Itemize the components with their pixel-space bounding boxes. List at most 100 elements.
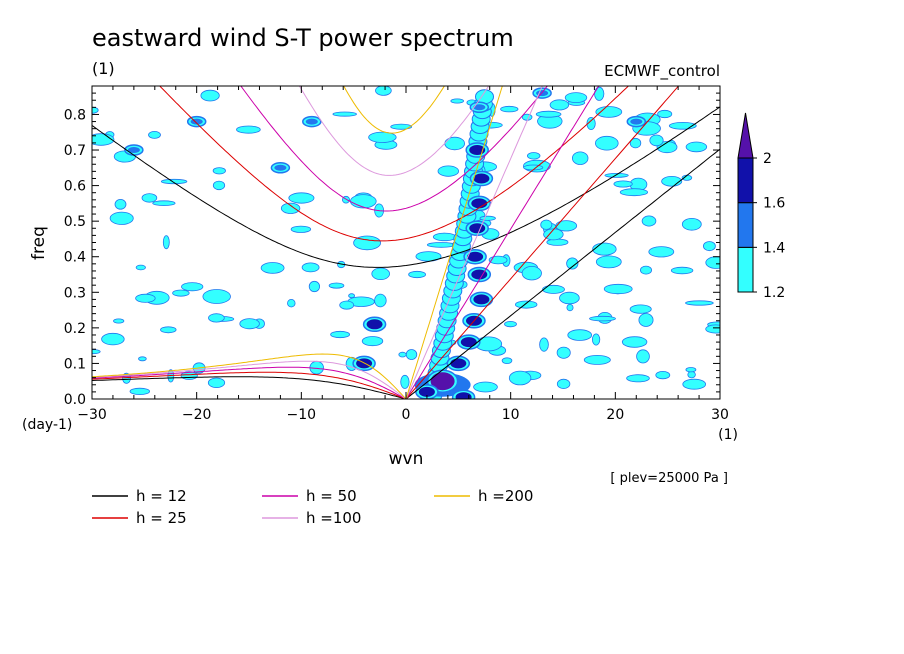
kelvin-curve [405,148,720,399]
colorbar-label: 1.2 [763,285,785,301]
colorbar-segment [737,202,754,248]
noise-speckle [595,255,622,269]
noise-speckle [567,329,592,341]
colorbar-segment [737,246,754,293]
noise-speckle [539,337,549,352]
noise-speckle [301,262,320,273]
noise-speckle [432,232,457,242]
noise-speckle [542,284,565,294]
noise-speckle [564,92,588,103]
colorbar-segment [737,157,754,204]
noise-speckle [390,123,413,130]
noise-speckle [705,256,720,269]
noise-speckle [208,313,225,323]
kelvin-curve [405,86,543,399]
noise-speckle [280,202,301,214]
spectral-peak [305,118,318,125]
legend-label: h = 25 [136,509,187,527]
chart-title: eastward wind S-T power spectrum [92,24,514,52]
noise-speckle [556,346,571,359]
x-tick-label: 10 [502,407,520,423]
noise-speckle [629,137,642,149]
noise-speckle [521,266,542,281]
x-tick-label: −20 [182,407,212,423]
noise-speckle [398,351,407,358]
noise-speckle [361,336,384,347]
noise-speckle [657,109,673,119]
noise-speckle [508,370,532,386]
noise-speckle [685,300,714,306]
noise-speckle [604,172,629,178]
y-tick-label: 0.5 [64,214,86,230]
noise-speckle [348,293,356,299]
y-tick-label: 0.0 [64,392,86,408]
y-tick-label: 0.7 [64,143,86,159]
noise-speckle [540,219,553,230]
noise-speckle [129,387,151,395]
legend: h = 12 h = 25 h = 50 h =100 h =200 [92,487,533,527]
spectral-peak [366,319,383,330]
axis-ticks: −30 −20 −10 0 10 20 30 0.0 0.1 0.2 0.3 0.4 0.5 0.6 0.7… [64,86,729,423]
x-axis-label: wvn [389,449,424,469]
noise-speckle [703,241,716,252]
spectral-peak [471,198,488,209]
inertia-gravity-curve [240,86,548,212]
noise-speckle [135,264,146,271]
spectral-peak [274,164,287,171]
noise-speckle [594,135,619,151]
noise-speckle [444,136,466,151]
chart-subtitle-right: ECMWF_control [604,62,720,81]
noise-speckle [408,270,427,279]
noise-speckle [670,266,694,275]
noise-speckle [572,151,589,165]
noise-speckle [236,125,261,134]
noise-speckle [559,291,580,305]
noise-speckle [501,357,513,365]
colorbar-label: 1.4 [763,240,785,256]
noise-speckle [92,349,101,355]
noise-speckle [613,180,633,188]
y-tick-label: 0.2 [64,321,86,337]
noise-speckle [162,235,170,250]
noise-speckle [504,320,517,328]
noise-speckle [141,193,158,203]
noise-speckle [566,257,579,270]
noise-speckle [687,370,696,379]
spectral-peak [460,337,477,348]
plot-frame [91,85,721,400]
inertia-gravity-curve [298,86,490,176]
noise-speckle [450,98,465,104]
noise-speckle [685,141,708,153]
colorbar: 1.2 1.4 1.6 2 [737,112,785,301]
noise-speckle [138,356,147,362]
spectral-peaks-layer [124,87,647,399]
noise-speckle [212,167,226,175]
noise-speckle [400,374,410,389]
spectral-peak [469,145,486,155]
rossby-curve [92,371,407,399]
noise-speckle [328,282,345,289]
kelvin-curve [405,86,680,399]
y-tick-label: 0.4 [64,250,86,266]
noise-speckle [626,374,650,383]
inertia-gravity-curve [159,86,630,242]
noise-speckle [479,215,496,221]
noise-speckle [515,300,538,309]
noise-speckle [113,318,125,324]
noise-speckle [212,180,226,191]
rossby-curve [92,360,407,399]
plev-annotation: [ plev=25000 Pa ] [610,471,728,486]
noise-speckle [426,242,456,248]
noise-speckle [549,99,570,111]
y-tick-label: 0.1 [64,356,86,372]
noise-speckle [682,378,706,390]
noise-speckle [92,133,115,146]
noise-speckle [349,194,377,209]
noise-speckle [640,265,653,275]
colorbar-label: 1.6 [763,196,785,212]
x-axis-unit: (1) [718,427,738,443]
spectral-peak [471,269,488,280]
chart-subtitle-left: (1) [92,59,115,78]
noise-speckle [135,293,156,303]
